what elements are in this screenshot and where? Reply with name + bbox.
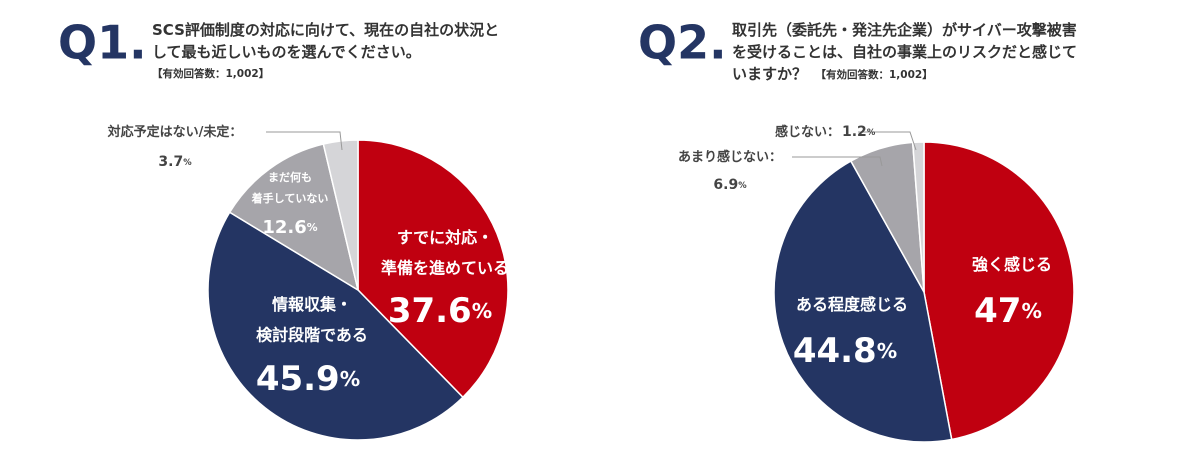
question-number: Q1. [58,16,147,70]
slice-value: 47% [974,291,1042,331]
leader-line [266,131,343,151]
question-title: 取引先（委託先・発注先企業）がサイバー攻撃被害を受けることは、自社の事業上のリス… [732,21,1077,83]
slice-label: 情報収集・検討段階である [256,295,368,344]
leader-line [792,156,883,167]
pie-slice [923,141,1075,441]
slice-label: 感じない： [775,124,840,140]
slice-label: 対応予定はない/未定： [107,124,243,140]
slice-value: 12.6% [262,217,317,238]
slice-label: 強く感じる [972,255,1052,274]
slice-value: 37.6% [388,291,492,331]
slice-label: あまり感じない： [678,149,782,165]
slice-label: すでに対応・準備を進めている [381,228,509,277]
leader-line [858,131,917,151]
slice-value: 45.9% [256,359,360,399]
slice-value: 44.8% [793,331,897,371]
pie-slice [911,141,925,293]
pie-slice [773,160,953,443]
question-number: Q2. [638,16,727,70]
slice-label: まだ何も着手していない [251,170,329,205]
pie-slice [228,143,360,292]
slice-value: 6.9% [713,177,747,193]
response-count: 【有効回答数：1,002】 [152,67,269,80]
response-count: 【有効回答数：1,002】 [816,68,933,81]
slice-label: ある程度感じる [796,295,908,314]
slice-value: 3.7% [158,154,192,170]
slice-value: 1.2% [842,124,876,140]
pie-slice [207,211,464,441]
pie-slice [357,139,509,399]
question-title: SCS評価制度の対応に向けて、現在の自社の状況として最も近しいものを選んでくださ… [152,21,499,61]
